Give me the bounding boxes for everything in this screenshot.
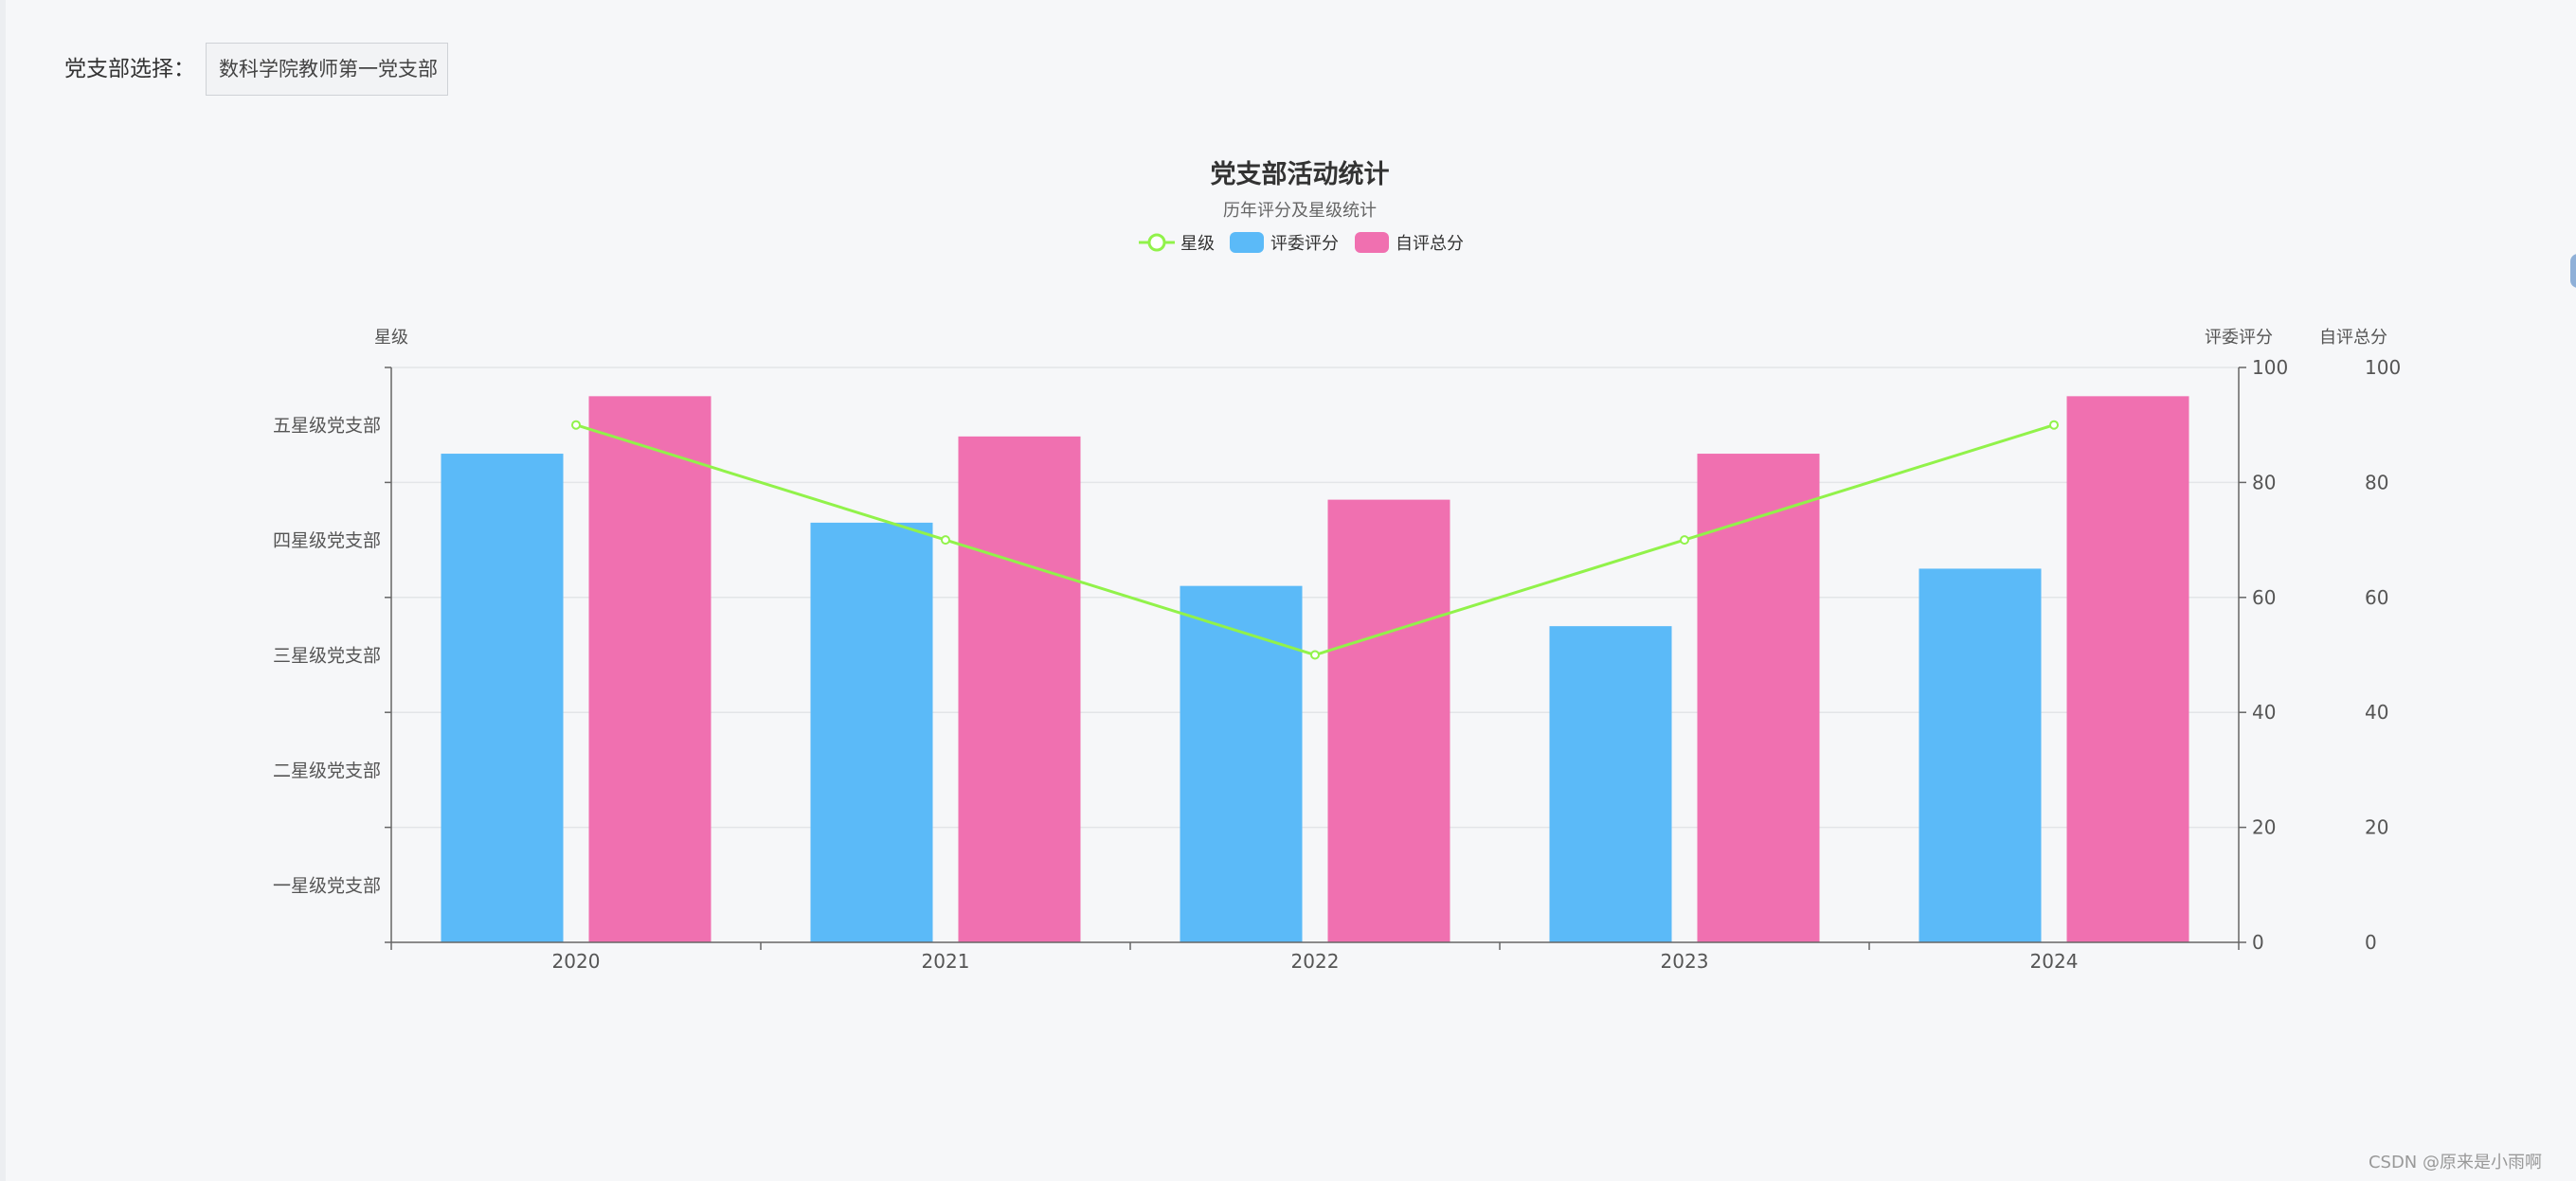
branch-selector[interactable]: 数科学院教师第一党支部 <box>206 43 448 96</box>
y-left-axis-name: 星级 <box>374 328 408 348</box>
bar-judge-score <box>1918 568 2042 942</box>
bar-judge-score <box>441 454 564 942</box>
y-left-category-label: 三星级党支部 <box>273 646 381 667</box>
bar-self-score <box>2066 396 2189 943</box>
y-right-2-tick-label: 0 <box>2365 931 2377 954</box>
watermark: CSDN @原来是小雨啊 <box>2368 1153 2542 1172</box>
y-right-2-tick-label: 80 <box>2365 471 2388 493</box>
left-edge-strip <box>0 0 6 1181</box>
star-level-point <box>1310 650 1320 660</box>
y-right-1-tick-label: 0 <box>2252 931 2264 954</box>
y-left-category-label: 四星级党支部 <box>273 530 381 551</box>
x-tick-label: 2020 <box>552 950 601 973</box>
star-level-point <box>1680 535 1689 546</box>
bar-judge-score <box>810 522 933 942</box>
x-tick-label: 2024 <box>2030 950 2079 973</box>
bar-self-score <box>1697 454 1820 942</box>
legend-bar-swatch <box>1230 232 1264 253</box>
y-right-2-axis-name: 自评总分 <box>2319 328 2387 348</box>
legend-label: 评委评分 <box>1270 234 1339 254</box>
bar-self-score <box>1327 499 1450 942</box>
x-tick-label: 2023 <box>1661 950 1709 973</box>
bar-judge-score <box>1549 626 1672 942</box>
bar-judge-score <box>1180 585 1303 942</box>
side-handle-icon[interactable] <box>2570 254 2576 288</box>
star-level-point <box>941 535 950 546</box>
y-left-category-label: 二星级党支部 <box>273 760 381 781</box>
star-level-point <box>571 420 581 430</box>
y-right-2-tick-label: 40 <box>2365 701 2388 724</box>
y-right-1-axis-name: 评委评分 <box>2205 328 2273 348</box>
y-right-2-tick-label: 20 <box>2365 816 2388 839</box>
y-right-1-tick-label: 100 <box>2252 356 2288 379</box>
y-right-1-tick-label: 60 <box>2252 586 2276 609</box>
y-left-category-label: 一星级党支部 <box>273 875 381 896</box>
y-right-1-tick-label: 20 <box>2252 816 2276 839</box>
star-level-point <box>2049 420 2059 430</box>
branch-selector-label: 党支部选择： <box>64 57 195 81</box>
x-tick-label: 2022 <box>1291 950 1340 973</box>
y-right-1-tick-label: 80 <box>2252 471 2276 493</box>
star-level-line <box>575 423 2055 657</box>
y-right-2-tick-label: 100 <box>2365 356 2401 379</box>
x-tick-label: 2021 <box>922 950 970 973</box>
bar-self-score <box>958 436 1081 943</box>
y-left-category-label: 五星级党支部 <box>273 416 381 437</box>
legend-label: 星级 <box>1180 234 1215 254</box>
y-right-1-tick-label: 40 <box>2252 701 2276 724</box>
bar-self-score <box>588 396 712 943</box>
y-right-2-tick-label: 60 <box>2365 586 2388 609</box>
legend-line-marker <box>1147 233 1166 252</box>
chart-subtitle: 历年评分及星级统计 <box>1223 201 1377 221</box>
legend-bar-swatch <box>1355 232 1389 253</box>
chart-title: 党支部活动统计 <box>1211 159 1390 189</box>
legend-label: 自评总分 <box>1396 234 1464 254</box>
